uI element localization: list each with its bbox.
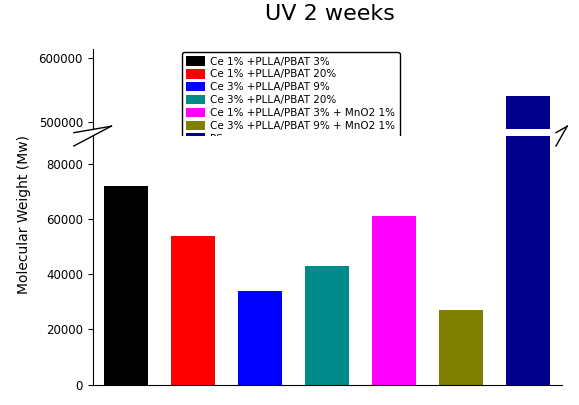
Bar [507,96,550,405]
Bar [507,0,550,385]
Bar [171,236,215,385]
Bar [104,394,148,405]
Bar [239,291,282,385]
Bar [439,310,483,385]
Bar [372,216,416,385]
Bar [372,401,416,405]
Bar [104,186,148,385]
Text: Molecular Weight (Mw): Molecular Weight (Mw) [17,135,31,294]
Text: UV 2 weeks: UV 2 weeks [265,4,395,24]
Bar [507,134,550,405]
Bar [305,266,349,385]
Legend: Ce 1% +PLLA/PBAT 3%, Ce 1% +PLLA/PBAT 20%, Ce 3% +PLLA/PBAT 9%, Ce 3% +PLLA/PBAT: Ce 1% +PLLA/PBAT 3%, Ce 1% +PLLA/PBAT 20… [182,52,400,148]
